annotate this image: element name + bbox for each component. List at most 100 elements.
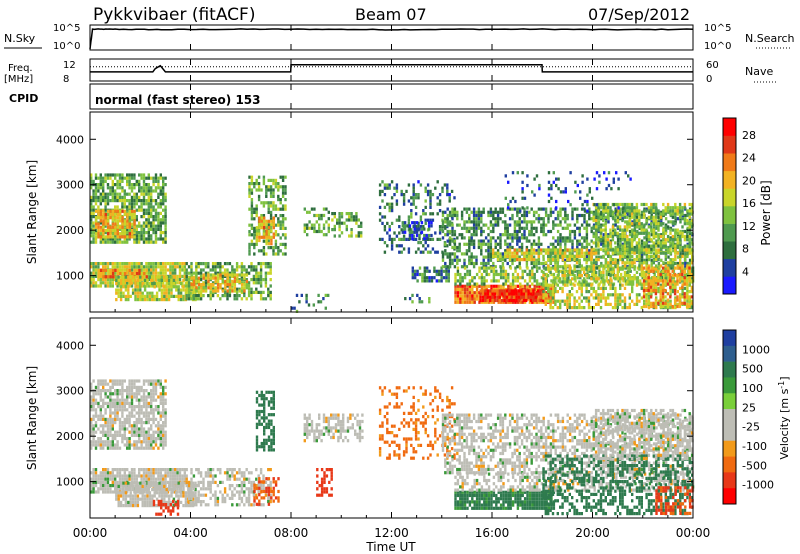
heatmap-cell <box>482 210 485 214</box>
heatmap-cell <box>475 258 478 262</box>
heatmap-cell <box>518 245 521 250</box>
heatmap-cell <box>403 224 407 228</box>
heatmap-cell <box>429 189 432 193</box>
heatmap-cell <box>676 209 679 213</box>
heatmap-cell <box>505 298 509 303</box>
heatmap-cell <box>544 233 548 237</box>
heatmap-cell <box>460 233 464 237</box>
heatmap-cell <box>147 284 150 288</box>
heatmap-cell <box>152 179 155 183</box>
heatmap-cell <box>657 220 661 224</box>
heatmap-cell <box>611 261 615 265</box>
heatmap-cell <box>515 298 518 303</box>
heatmap-cell <box>563 251 567 255</box>
heatmap-cell <box>508 217 512 221</box>
heatmap-cell <box>504 239 507 243</box>
heatmap-cell <box>652 228 655 232</box>
heatmap-cell <box>635 215 639 219</box>
heatmap-cell <box>269 262 272 266</box>
heatmap-cell <box>508 298 511 303</box>
heatmap-cell <box>690 231 694 235</box>
heatmap-cell <box>638 261 641 266</box>
heatmap-cell <box>618 202 622 207</box>
heatmap-cell <box>523 207 526 211</box>
heatmap-cell <box>157 237 160 241</box>
heatmap-cell <box>255 278 258 282</box>
heatmap-cell <box>671 222 675 226</box>
heatmap-cell <box>612 272 616 277</box>
heatmap-cell <box>618 209 622 213</box>
heatmap-cell <box>599 286 603 290</box>
heatmap-cell <box>566 264 569 268</box>
heatmap-cell <box>606 238 610 242</box>
heatmap-cell <box>308 210 311 214</box>
heatmap-cell <box>238 289 241 293</box>
heatmap-cell <box>185 281 188 285</box>
heatmap-cell <box>540 223 543 227</box>
heatmap-cell <box>623 244 627 248</box>
heatmap-cell <box>270 238 273 243</box>
heatmap-cell <box>233 279 237 283</box>
heatmap-cell <box>121 205 124 209</box>
heatmap-cell <box>274 204 278 208</box>
heatmap-cell <box>348 218 351 222</box>
heatmap-cell <box>556 264 559 268</box>
heatmap-cell <box>590 267 593 271</box>
heatmap-cell <box>468 284 472 288</box>
heatmap-cell <box>496 298 499 303</box>
heatmap-cell <box>104 208 107 212</box>
heatmap-cell <box>611 270 615 274</box>
heatmap-cell <box>243 289 246 293</box>
heatmap-cell <box>139 294 142 298</box>
heatmap-cell <box>408 227 412 231</box>
heatmap-cell <box>223 262 227 266</box>
heatmap-cell <box>623 299 627 303</box>
heatmap-cell <box>468 258 471 262</box>
heatmap-cell <box>588 223 591 227</box>
heatmap-cell <box>255 207 258 211</box>
heatmap-cell <box>533 287 536 292</box>
heatmap-cell <box>538 300 541 304</box>
heatmap-cell <box>521 284 524 288</box>
heatmap-cell <box>516 300 520 304</box>
heatmap-cell <box>310 226 314 230</box>
heatmap-cell <box>425 237 428 241</box>
heatmap-cell <box>630 209 634 213</box>
heatmap-cell <box>672 220 675 224</box>
heatmap-cell <box>253 210 256 214</box>
heatmap-cell <box>480 266 484 270</box>
heatmap-cell <box>313 213 316 218</box>
heatmap-cell <box>130 199 134 203</box>
heatmap-cell <box>639 272 642 277</box>
heatmap-cell <box>501 298 504 303</box>
heatmap-cell <box>94 186 98 190</box>
heatmap-cell <box>485 269 488 273</box>
heatmap-cell <box>456 291 460 295</box>
heatmap-cell <box>451 229 454 234</box>
heatmap-cell <box>561 251 564 255</box>
heatmap-cell <box>159 192 162 196</box>
heatmap-cell <box>497 279 500 283</box>
heatmap-cell <box>123 202 126 206</box>
heatmap-cell <box>487 284 491 288</box>
heatmap-cell <box>447 272 450 277</box>
heatmap-cell <box>597 228 600 232</box>
heatmap-cell <box>602 248 605 252</box>
heatmap-cell <box>520 245 524 250</box>
heatmap-cell <box>552 248 555 252</box>
heatmap-cell <box>482 223 485 227</box>
heatmap-cell <box>126 265 129 269</box>
heatmap-cell <box>527 292 530 296</box>
heatmap-cell <box>148 294 152 298</box>
heatmap-cell <box>214 268 217 272</box>
heatmap-cell <box>621 254 624 258</box>
heatmap-cell <box>480 272 484 277</box>
heatmap-cell <box>466 284 469 288</box>
heatmap-cell <box>155 294 159 298</box>
heatmap-cell <box>453 237 456 241</box>
heatmap-cell <box>513 298 516 303</box>
heatmap-cell <box>472 210 476 214</box>
heatmap-cell <box>126 227 129 231</box>
heatmap-cell <box>595 248 598 252</box>
heatmap-cell <box>456 236 459 240</box>
